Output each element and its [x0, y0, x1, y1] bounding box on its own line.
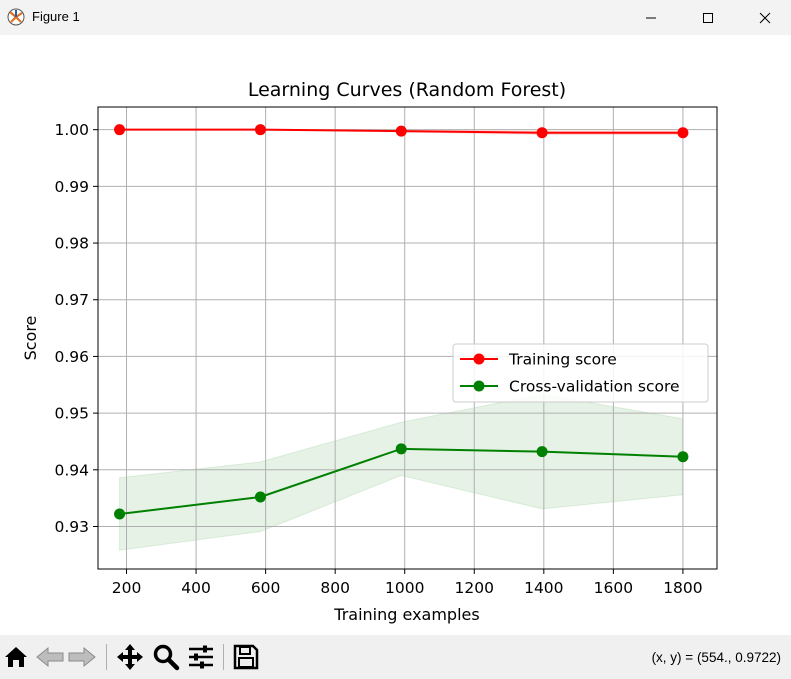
x-tick-label: 1600 — [594, 579, 633, 597]
x-tick-label: 1000 — [385, 579, 424, 597]
legend-box — [452, 343, 709, 403]
home-button[interactable] — [0, 642, 32, 672]
configure-subplots-button[interactable] — [185, 642, 217, 672]
y-axis-label: Score — [21, 316, 40, 361]
configure-subplots-icon — [189, 645, 213, 669]
y-tick-label: 0.93 — [54, 518, 89, 536]
home-icon — [5, 647, 27, 667]
x-tick-label: 1800 — [663, 579, 702, 597]
save-icon — [233, 644, 259, 670]
minimize-icon — [646, 17, 656, 18]
matplotlib-logo-icon — [7, 8, 25, 26]
y-tick-label: 0.97 — [54, 291, 89, 309]
x-tick-label: 600 — [251, 579, 281, 597]
legend-marker — [473, 353, 485, 365]
data-point — [677, 451, 689, 463]
data-point — [254, 491, 266, 503]
forward-button[interactable] — [66, 642, 98, 672]
close-icon — [759, 12, 771, 23]
data-point — [114, 124, 126, 136]
chart-title: Learning Curves (Random Forest) — [248, 79, 566, 101]
y-tick-label: 0.96 — [54, 348, 89, 366]
legend: Training score Cross-validation score — [452, 343, 709, 403]
forward-icon — [68, 646, 96, 668]
pan-icon — [117, 644, 143, 670]
minimize-button[interactable] — [628, 0, 674, 35]
data-point — [395, 125, 407, 137]
legend-label: Training score — [508, 351, 617, 369]
toolbar-separator — [223, 644, 224, 670]
data-point — [395, 443, 407, 455]
zoom-icon — [153, 644, 180, 671]
toolbar-separator — [106, 644, 107, 670]
figure-canvas[interactable] — [0, 35, 791, 635]
legend-label: Cross-validation score — [509, 378, 680, 396]
x-tick-label: 400 — [181, 579, 211, 597]
x-tick-label: 800 — [320, 579, 350, 597]
title-bar: Figure 1 — [0, 0, 791, 35]
zoom-button[interactable] — [150, 642, 182, 672]
navigation-toolbar: (x, y) = (554., 0.9722) — [0, 635, 791, 679]
x-tick-label: 1400 — [524, 579, 563, 597]
data-point — [536, 127, 548, 139]
data-point — [536, 446, 548, 458]
maximize-button[interactable] — [685, 0, 731, 35]
save-button[interactable] — [230, 642, 262, 672]
x-axis-label: Training examples — [333, 605, 479, 624]
y-tick-label: 0.95 — [54, 405, 89, 423]
cursor-coordinates: (x, y) = (554., 0.9722) — [651, 650, 781, 665]
y-tick-label: 0.94 — [54, 461, 89, 479]
x-tick-label: 200 — [112, 579, 142, 597]
data-point — [677, 127, 689, 139]
data-point — [114, 508, 126, 520]
y-tick-label: 0.98 — [54, 235, 89, 253]
learning-curves-chart: 200 400 600 800 1000 1200 1400 1600 1800 0.93 0.94… — [21, 79, 718, 624]
legend-marker — [473, 380, 485, 392]
back-icon — [36, 646, 64, 668]
x-tick-label: 1200 — [455, 579, 494, 597]
window-title: Figure 1 — [32, 9, 80, 24]
y-tick-label: 0.99 — [54, 178, 89, 196]
back-button[interactable] — [34, 642, 66, 672]
close-button[interactable] — [742, 0, 788, 35]
pan-button[interactable] — [114, 642, 146, 672]
axes-frame — [97, 106, 718, 570]
maximize-icon — [703, 12, 713, 23]
data-point — [254, 124, 266, 136]
y-tick-label: 1.00 — [54, 121, 89, 139]
